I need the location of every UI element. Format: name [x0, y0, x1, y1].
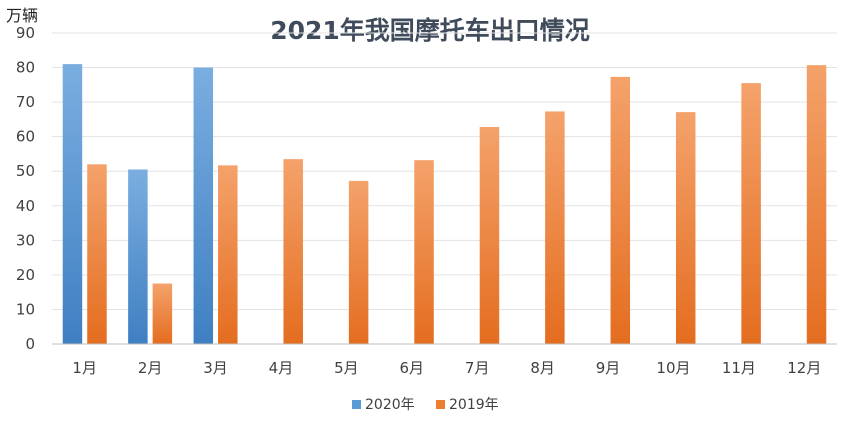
- bar-series-2: [479, 126, 500, 344]
- x-tick-label: 12月: [787, 359, 821, 377]
- x-tick-label: 7月: [465, 359, 490, 377]
- bar-series-2: [87, 164, 107, 344]
- y-axis-unit-label: 万辆: [6, 6, 38, 25]
- y-tick-label: 10: [16, 300, 35, 318]
- bar-series-2: [414, 160, 434, 344]
- bar-series-2: [675, 112, 696, 344]
- bar-series-2: [152, 283, 173, 344]
- x-tick-label: 9月: [596, 359, 621, 377]
- legend-swatch: [436, 400, 445, 409]
- bars: [62, 64, 827, 345]
- bar-series-2: [741, 83, 761, 344]
- y-tick-label: 90: [16, 24, 35, 42]
- y-tick-label: 70: [16, 93, 35, 111]
- y-tick-label: 60: [16, 128, 35, 146]
- bar-series-2: [218, 165, 238, 344]
- y-tick-label: 80: [16, 59, 35, 77]
- x-tick-label: 3月: [203, 359, 228, 377]
- legend-label: 2020年: [365, 397, 415, 413]
- grid-lines: [52, 32, 837, 310]
- bar-series-2: [610, 76, 631, 344]
- x-tick-label: 2月: [138, 359, 163, 377]
- bar-series-2: [348, 180, 369, 344]
- axes: 0 10 20 30 40 50 60 70 80 90 1月 2月 3月 4月 5月 6月 7月 8月 9月 10月…: [16, 24, 837, 377]
- bar-series-1: [62, 64, 83, 344]
- chart-title: 2021年我国摩托车出口情况: [270, 16, 590, 45]
- x-tick-label: 10月: [656, 359, 690, 377]
- x-tick-label: 11月: [722, 359, 756, 377]
- bar-series-2: [806, 65, 827, 345]
- bar-series-2: [283, 159, 303, 344]
- y-tick-label: 30: [16, 231, 35, 249]
- bar-series-2: [545, 111, 565, 345]
- y-tick-label: 20: [16, 266, 35, 284]
- bar-series-1: [193, 67, 214, 345]
- x-tick-label: 4月: [269, 359, 294, 377]
- x-tick-label: 6月: [400, 359, 425, 377]
- x-tick-label: 5月: [334, 359, 359, 377]
- legend: 2020年 2019年: [352, 397, 499, 413]
- legend-swatch: [352, 400, 361, 409]
- y-tick-label: 50: [16, 162, 35, 180]
- bar-series-1: [128, 169, 148, 344]
- legend-label: 2019年: [449, 397, 499, 413]
- y-tick-label: 0: [25, 335, 35, 353]
- x-tick-label: 1月: [72, 359, 97, 377]
- y-tick-label: 40: [16, 197, 35, 215]
- x-tick-label: 8月: [530, 359, 555, 377]
